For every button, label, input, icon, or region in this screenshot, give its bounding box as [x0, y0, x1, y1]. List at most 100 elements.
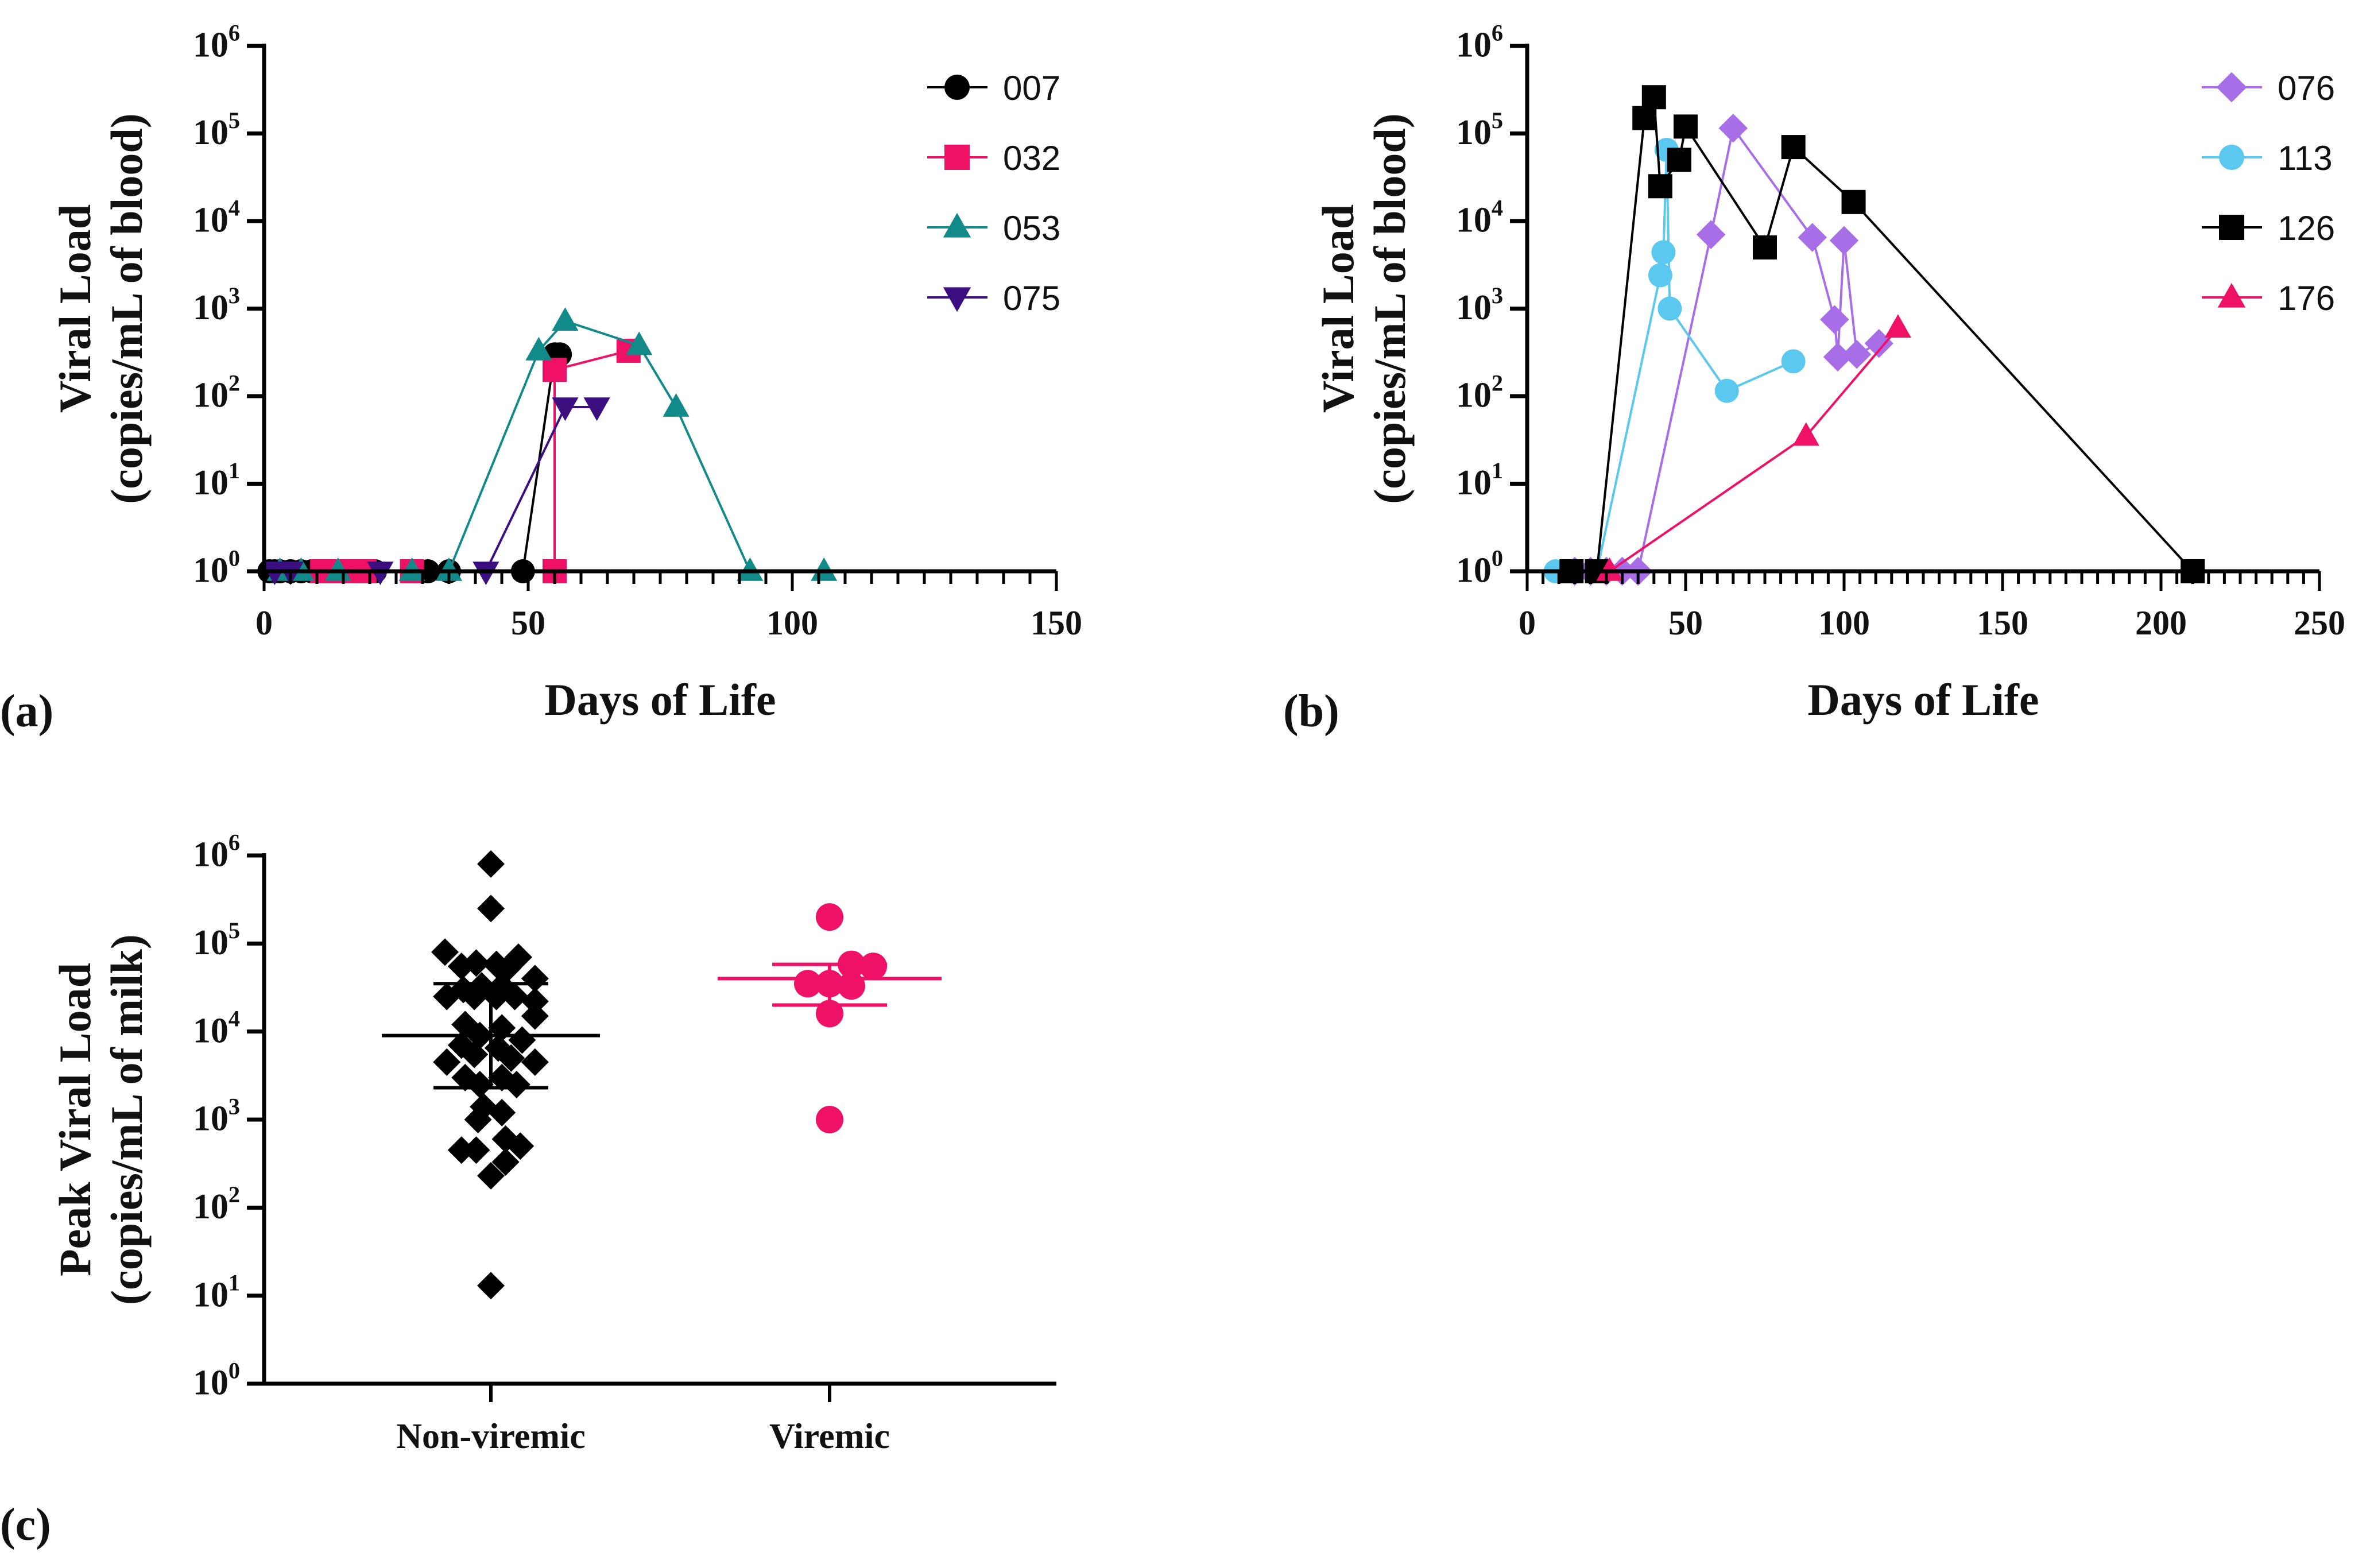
data-point-076	[1823, 342, 1853, 372]
legend-marker	[2216, 72, 2247, 103]
x-tick-label: 50	[511, 604, 545, 642]
data-point-126	[1648, 174, 1672, 199]
data-point-113	[1648, 263, 1672, 288]
data-point-076	[1829, 226, 1859, 255]
legend-marker	[944, 145, 970, 170]
legend: 076 113 126 176	[2202, 69, 2335, 318]
y-tick-exponent: 5	[229, 917, 240, 943]
data-point-126	[1841, 189, 1866, 214]
y-axis-title: Viral Load(copies/mL of blood)	[1313, 113, 1415, 504]
y-tick-exponent: 6	[229, 830, 240, 855]
y-tick-exponent: 6	[1492, 20, 1503, 46]
y-tick-label: 101	[193, 458, 240, 502]
y-tick-exponent: 3	[1492, 282, 1503, 308]
x-tick-label: 200	[2135, 604, 2187, 642]
data-point	[502, 1070, 530, 1098]
series-032	[310, 338, 641, 583]
y-tick-label: 106	[193, 20, 240, 65]
data-point	[521, 965, 549, 993]
data-point-176	[1792, 422, 1819, 446]
series-line-075	[274, 406, 597, 572]
y-tick-exponent: 0	[1492, 545, 1503, 571]
y-tick-label: 105	[193, 917, 240, 962]
data-point-076	[1820, 305, 1849, 334]
series-007	[257, 342, 572, 583]
data-point-053	[552, 307, 579, 331]
series-line-007	[269, 353, 560, 572]
data-point-053	[398, 557, 425, 581]
y-axis-title-line1: Viral Load	[1313, 204, 1363, 413]
legend-marker	[2219, 215, 2244, 240]
legend-item-113: 113	[2202, 139, 2333, 177]
y-axis-title-line1: Peak Viral Load	[50, 963, 100, 1276]
data-point	[488, 1098, 516, 1126]
data-point-126	[1753, 235, 1777, 260]
data-point	[433, 1048, 461, 1076]
data-point-053	[737, 557, 764, 581]
legend-marker	[943, 287, 971, 312]
legend: 007 032 053 075	[927, 69, 1060, 318]
y-tick-label: 103	[1456, 282, 1503, 327]
group-viremic	[718, 903, 942, 1133]
legend-marker	[2217, 282, 2246, 308]
x-category-label: Non-viremic	[396, 1417, 585, 1456]
y-tick-exponent: 4	[1492, 195, 1503, 221]
data-point	[521, 988, 549, 1016]
legend-item-053: 053	[927, 209, 1060, 247]
panel-label: (b)	[1283, 686, 1339, 737]
y-tick-exponent: 0	[229, 545, 240, 571]
y-tick-exponent: 2	[229, 370, 240, 396]
panel-label: (c)	[0, 1500, 51, 1550]
y-tick-label: 102	[1456, 370, 1503, 415]
data-point-053	[626, 331, 653, 355]
data-point	[477, 895, 505, 923]
y-tick-label: 100	[193, 1358, 240, 1403]
legend-label: 053	[1003, 209, 1060, 247]
group-non-viremic	[382, 850, 600, 1300]
data-point	[501, 982, 529, 1011]
data-point	[447, 953, 475, 981]
data-point	[447, 1136, 475, 1164]
series-line-032	[322, 349, 629, 572]
y-tick-label: 104	[193, 195, 240, 240]
data-point	[521, 1002, 549, 1030]
x-tick-label: 100	[766, 604, 818, 642]
y-tick-exponent: 4	[229, 1005, 240, 1031]
series-113	[1543, 138, 1806, 583]
data-point-126	[1667, 148, 1691, 172]
x-axis-title: Days of Life	[545, 675, 776, 725]
data-point	[477, 1272, 505, 1300]
data-point-032	[543, 358, 567, 382]
data-point	[464, 1106, 492, 1133]
x-tick-label: 150	[1977, 604, 2028, 642]
y-axis-title-line2: (copies/mL of milk)	[102, 934, 152, 1305]
y-tick-label: 105	[1456, 107, 1503, 152]
data-point-076	[1842, 340, 1872, 369]
panel-label: (a)	[0, 686, 53, 737]
y-tick-label: 104	[1456, 195, 1503, 240]
data-point-053	[525, 336, 552, 361]
data-point	[433, 982, 461, 1011]
series-075	[261, 397, 610, 586]
series-176	[1596, 314, 1911, 581]
data-point-113	[1781, 349, 1806, 374]
y-axis-title: Viral Load(copies/mL of blood)	[50, 113, 152, 504]
legend-item-126: 126	[2202, 209, 2335, 247]
y-tick-exponent: 0	[229, 1358, 240, 1384]
data-point-053	[435, 557, 463, 581]
x-tick-label: 50	[1668, 604, 1703, 642]
data-point	[460, 982, 489, 1011]
data-point	[431, 938, 459, 966]
y-tick-exponent: 1	[229, 1269, 240, 1295]
data-point-075	[583, 397, 610, 421]
data-point	[816, 1106, 843, 1133]
data-point-053	[663, 393, 690, 417]
y-tick-exponent: 2	[1492, 370, 1503, 396]
y-tick-exponent: 2	[229, 1182, 240, 1207]
y-tick-label: 101	[193, 1269, 240, 1314]
y-tick-exponent: 3	[229, 282, 240, 308]
x-axis-title: Days of Life	[1808, 675, 2039, 725]
y-tick-exponent: 1	[1492, 458, 1503, 483]
